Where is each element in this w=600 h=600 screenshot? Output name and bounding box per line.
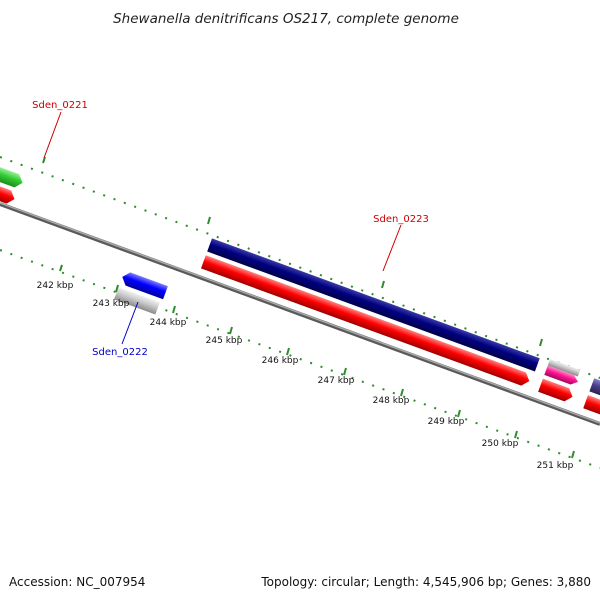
cds-bar-4[interactable] [583, 395, 600, 423]
gene-sden-0222-bar[interactable] [120, 270, 168, 300]
accession-text: Accession: NC_007954 [9, 575, 145, 589]
scale-label: 247 kbp [318, 376, 355, 386]
gene-magenta-bar[interactable] [544, 365, 579, 387]
scale-label: 246 kbp [262, 356, 299, 366]
cds-bar-3[interactable] [538, 378, 575, 404]
scale-label: 251 kbp [537, 461, 574, 471]
callout-line-sden-0222 [121, 301, 139, 345]
map-title: Shewanella denitrificans OS217, complete… [113, 11, 459, 27]
outer-ruler [0, 156, 600, 379]
scale-label: 248 kbp [373, 396, 410, 406]
inner-ruler [0, 249, 600, 469]
gene-label-sden-0222[interactable]: Sden_0222 [92, 347, 148, 358]
gene-callouts: Sden_0221 Sden_0223 Sden_0222 [32, 100, 429, 358]
cds-bar-2[interactable] [200, 255, 532, 387]
gene-grey-bar-1[interactable] [114, 287, 160, 315]
scale-labels: 242 kbp 243 kbp 244 kbp 245 kbp 246 kbp … [37, 281, 574, 471]
scale-label: 250 kbp [482, 439, 519, 449]
gene-label-sden-0223[interactable]: Sden_0223 [373, 214, 429, 225]
gene-sden-0221-bar[interactable] [0, 144, 25, 189]
scale-label: 242 kbp [37, 281, 74, 291]
genome-backbone [0, 202, 600, 426]
scale-label: 243 kbp [93, 299, 130, 309]
scale-label: 244 kbp [150, 318, 187, 328]
genome-summary-text: Topology: circular; Length: 4,545,906 bp… [260, 575, 591, 589]
callout-line-sden-0223 [382, 224, 402, 272]
callout-line-sden-0221 [43, 111, 62, 159]
gene-sden-0223-bar[interactable] [207, 238, 540, 372]
inner-major-ticks [59, 264, 575, 459]
scale-label: 245 kbp [206, 336, 243, 346]
gene-grey-bar-2[interactable] [547, 358, 581, 377]
outer-major-ticks [42, 156, 543, 347]
features-track [0, 144, 600, 423]
scale-label: 249 kbp [428, 417, 465, 427]
gene-label-sden-0221[interactable]: Sden_0221 [32, 100, 88, 111]
